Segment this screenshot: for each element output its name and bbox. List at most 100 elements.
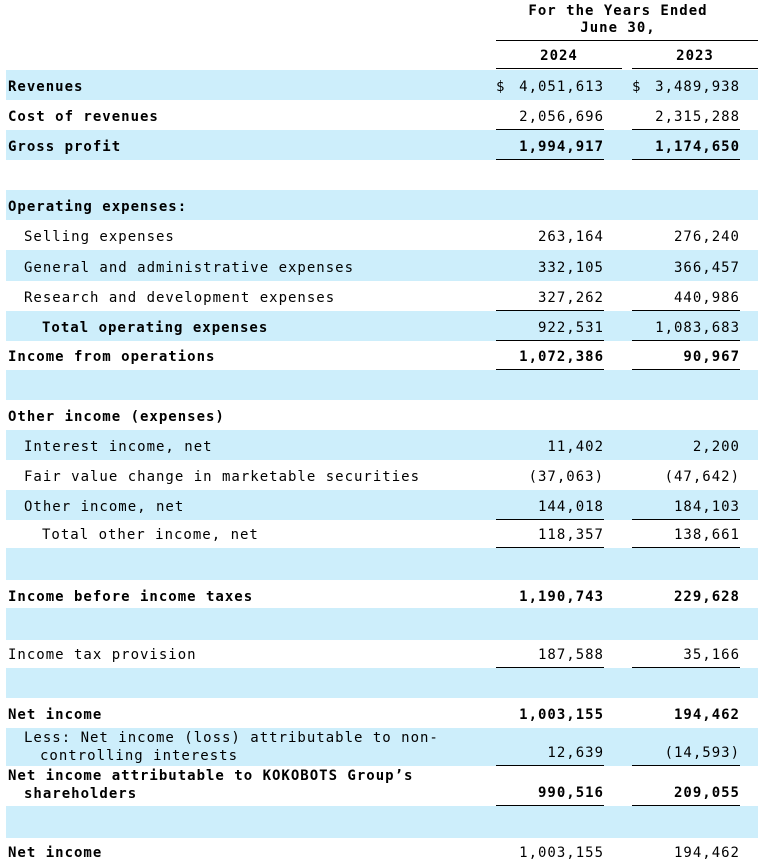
- amount: (14,593): [664, 745, 740, 761]
- row-band: [6, 548, 758, 580]
- value-cell: 90,967: [632, 341, 740, 370]
- column-header: 2024: [496, 48, 622, 69]
- value-cell: 1,003,155: [496, 838, 604, 865]
- row-label: Operating expenses:: [8, 199, 188, 215]
- row-band: [6, 430, 758, 460]
- amount: 1,003,155: [519, 845, 604, 861]
- amount: (37,063): [528, 469, 604, 485]
- currency-symbol: $: [632, 79, 642, 95]
- row-band: [6, 490, 758, 520]
- amount: 2,200: [692, 439, 740, 455]
- amount: 276,240: [673, 229, 740, 245]
- statement-row: Other income (expenses): [0, 400, 764, 430]
- row-label: Income from operations: [8, 349, 216, 365]
- statement-row: Cost of revenues 2,056,696 2,315,288: [0, 100, 764, 130]
- row-label: Cost of revenues: [8, 109, 159, 125]
- amount: 990,516: [537, 785, 604, 801]
- value-cell: 366,457: [632, 250, 740, 280]
- amount: 327,262: [537, 290, 604, 306]
- amount: 12,639: [547, 745, 604, 761]
- amount: 138,661: [673, 527, 740, 543]
- row-band: [6, 806, 758, 838]
- statement-row: Income before income taxes 1,190,743 229,6…: [0, 580, 764, 610]
- value-cell: 2,200: [632, 430, 740, 459]
- statement-row: Gross profit 1,994,917 1,174,650: [0, 130, 764, 160]
- value-cell: 229,628: [632, 580, 740, 609]
- row-band: [6, 608, 758, 640]
- row-band: [6, 190, 758, 220]
- period-line: For the Years Ended: [528, 3, 708, 19]
- value-cell: 2,315,288: [632, 100, 740, 130]
- row-label: Fair value change in marketable securiti…: [24, 469, 421, 485]
- row-label: General and administrative expenses: [24, 260, 355, 276]
- statement-row: General and administrative expenses 332,1…: [0, 250, 764, 281]
- value-cell: 263,164: [496, 220, 604, 249]
- statement-row: Total other income, net 118,357 138,661: [0, 520, 764, 548]
- column-header: 2023: [632, 48, 758, 69]
- row-band: [6, 311, 758, 341]
- value-cell: 11,402: [496, 430, 604, 459]
- amount: 922,531: [537, 320, 604, 336]
- row-band: [6, 130, 758, 160]
- amount: 1,174,650: [655, 139, 740, 155]
- value-cell: (37,063): [496, 460, 604, 489]
- row-label: Net income: [8, 707, 103, 723]
- value-cell: 1,003,155: [496, 698, 604, 727]
- value-cell: 194,462: [632, 838, 740, 865]
- amount: 1,003,155: [519, 707, 604, 723]
- value-cell: 184,103: [632, 490, 740, 520]
- value-cell: 276,240: [632, 220, 740, 249]
- value-cell: 440,986: [632, 281, 740, 311]
- period-header: For the Years Ended June 30,: [496, 3, 740, 37]
- amount: 194,462: [673, 845, 740, 861]
- row-band: [6, 250, 758, 281]
- amount: 1,994,917: [519, 139, 604, 155]
- amount: 187,588: [537, 647, 604, 663]
- statement-row: Less: Net income (loss) attributable to …: [0, 728, 764, 766]
- value-cell: $4,051,613: [496, 70, 604, 99]
- row-band: [6, 668, 758, 698]
- amount: 1,190,743: [519, 589, 604, 605]
- amount: 366,457: [673, 260, 740, 276]
- currency-symbol: $: [496, 79, 506, 95]
- row-band: [6, 370, 758, 400]
- statement-row: Interest income, net 11,402 2,200: [0, 430, 764, 460]
- row-label: Selling expenses: [24, 229, 175, 245]
- label-line: shareholders: [24, 786, 138, 802]
- amount: 4,051,613: [519, 79, 604, 95]
- row-band: [6, 728, 758, 766]
- value-cell: 332,105: [496, 250, 604, 280]
- period-line: June 30,: [580, 20, 656, 36]
- row-label: Other income, net: [24, 499, 185, 515]
- value-cell: 209,055: [632, 766, 740, 806]
- statement-row: Operating expenses:: [0, 190, 764, 220]
- amount: 2,056,696: [519, 109, 604, 125]
- row-label: Other income (expenses): [8, 409, 225, 425]
- statement-row: Revenues $4,051,613 $3,489,938: [0, 70, 764, 100]
- statement-row: Income tax provision 187,588 35,166: [0, 640, 764, 668]
- value-cell: 2,056,696: [496, 100, 604, 130]
- amount: 1,083,683: [655, 320, 740, 336]
- statement-row: Total operating expenses 922,531 1,083,683: [0, 311, 764, 341]
- amount: 1,072,386: [519, 349, 604, 365]
- row-label: Revenues: [8, 79, 84, 95]
- value-cell: $3,489,938: [632, 70, 740, 99]
- statement-row: Other income, net 144,018 184,103: [0, 490, 764, 520]
- statement-row: Fair value change in marketable securiti…: [0, 460, 764, 490]
- amount: 144,018: [537, 499, 604, 515]
- label-line: Less: Net income (loss) attributable to …: [24, 730, 439, 746]
- row-label: Total other income, net: [42, 527, 259, 543]
- statement-row: Net income attributable to KOKOBOTS Grou…: [0, 766, 764, 806]
- amount: 35,166: [683, 647, 740, 663]
- value-cell: 194,462: [632, 698, 740, 727]
- amount: 263,164: [537, 229, 604, 245]
- amount: (47,642): [664, 469, 740, 485]
- value-cell: 187,588: [496, 640, 604, 668]
- amount: 209,055: [673, 785, 740, 801]
- value-cell: 144,018: [496, 490, 604, 520]
- amount: 184,103: [673, 499, 740, 515]
- value-cell: 1,072,386: [496, 341, 604, 370]
- value-cell: 35,166: [632, 640, 740, 668]
- value-cell: (14,593): [632, 728, 740, 766]
